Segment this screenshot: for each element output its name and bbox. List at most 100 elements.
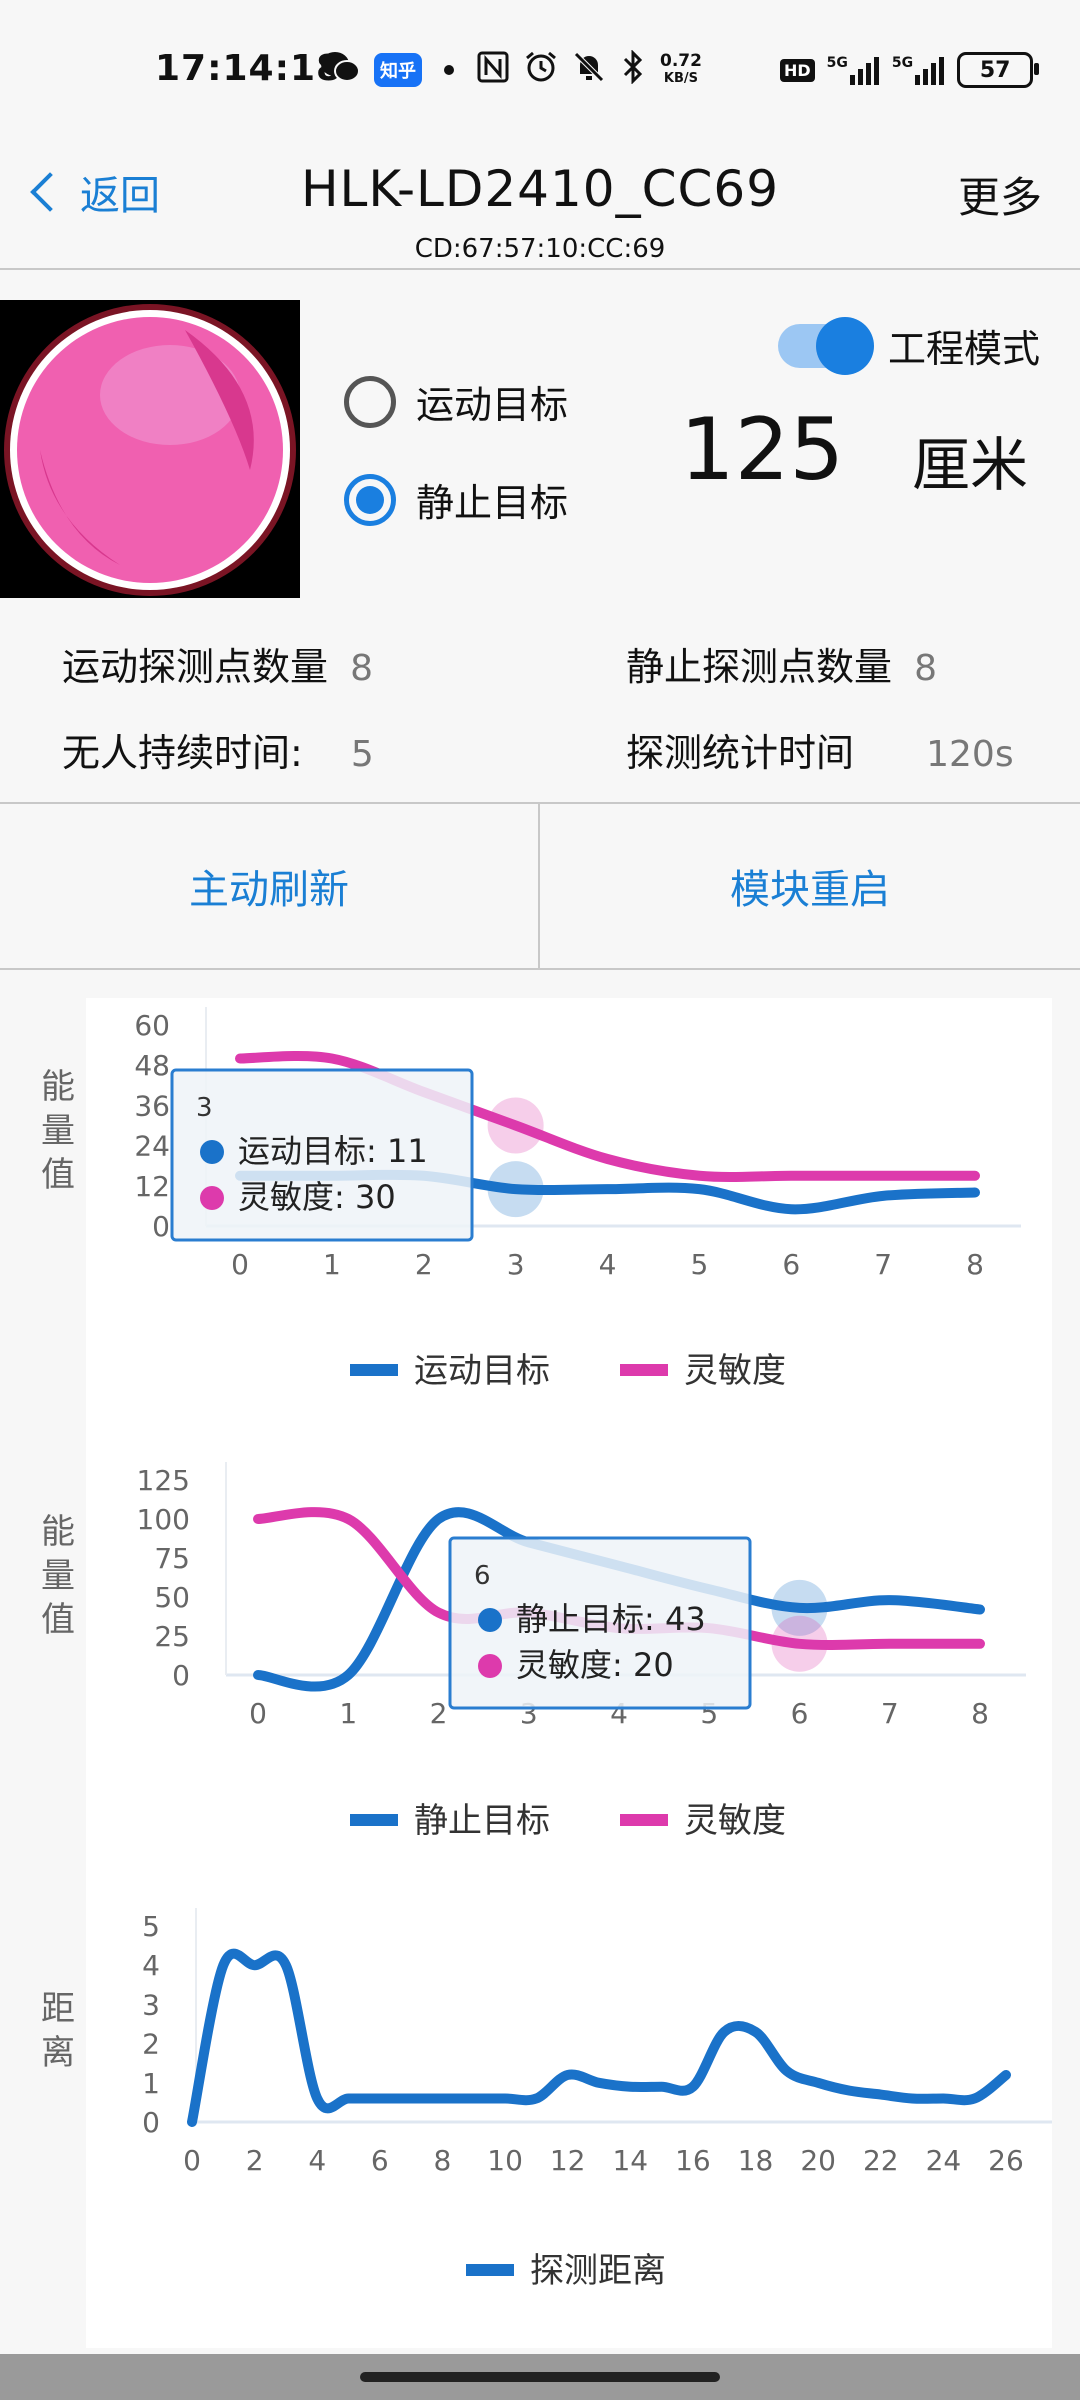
back-button[interactable]: 返回 xyxy=(30,163,160,221)
y-tick-label: 48 xyxy=(134,1049,170,1082)
mute-bell-icon xyxy=(572,50,606,91)
x-tick-label: 2 xyxy=(246,2144,264,2177)
legend-swatch xyxy=(350,1364,398,1376)
tooltip-line: 灵敏度: 30 xyxy=(238,1178,396,1216)
legend-label: 运动目标 xyxy=(414,1351,550,1391)
y-tick-label: 5 xyxy=(142,1910,160,1943)
engineering-mode-row[interactable]: 工程模式 xyxy=(778,316,1040,375)
signal-icon-2: 5G xyxy=(892,55,945,85)
restart-button[interactable]: 模块重启 xyxy=(540,806,1080,966)
y-tick-label: 75 xyxy=(154,1542,190,1575)
more-button[interactable]: 更多 xyxy=(958,173,1043,222)
hd-badge: HD xyxy=(780,58,815,82)
radar-indicator xyxy=(0,300,300,598)
y-axis-label: 能 xyxy=(41,1512,75,1552)
x-tick-label: 6 xyxy=(782,1248,800,1281)
divider xyxy=(0,802,1080,804)
x-tick-label: 12 xyxy=(550,2144,586,2177)
legend-label: 灵敏度 xyxy=(684,1351,786,1391)
x-tick-label: 14 xyxy=(612,2144,648,2177)
y-tick-label: 0 xyxy=(152,1210,170,1243)
static-points-row: 静止探测点数量 8 xyxy=(626,636,937,691)
tooltip-dot xyxy=(200,1186,224,1210)
hover-marker xyxy=(771,1579,828,1636)
distance-unit: 厘米 xyxy=(912,431,1029,499)
divider xyxy=(0,268,1080,270)
y-tick-label: 4 xyxy=(142,1949,160,1982)
legend-label: 静止目标 xyxy=(414,1801,550,1841)
y-tick-label: 50 xyxy=(154,1581,190,1614)
zhihu-app-badge: 知乎 xyxy=(374,53,422,87)
engineering-mode-toggle[interactable] xyxy=(778,316,874,375)
series-line xyxy=(187,1948,1011,2127)
motion-points-value: 8 xyxy=(350,648,374,689)
y-axis-label: 量 xyxy=(41,1111,75,1151)
tooltip-title: 6 xyxy=(474,1561,491,1591)
x-tick-label: 24 xyxy=(926,2144,962,2177)
y-axis-label: 距 xyxy=(41,1989,75,2029)
tooltip-title: 3 xyxy=(196,1093,213,1123)
x-tick-label: 4 xyxy=(308,2144,326,2177)
status-bar: 17:14:18 知乎 0.72 KB/S HD 5G 5G xyxy=(0,0,1080,140)
nfc-icon xyxy=(476,50,510,91)
motion-points-row: 运动探测点数量 8 xyxy=(62,636,373,691)
static-points-value: 8 xyxy=(914,648,938,689)
signal-icon-1: 5G xyxy=(827,55,880,85)
y-tick-label: 100 xyxy=(137,1503,190,1536)
x-tick-label: 0 xyxy=(183,2144,201,2177)
stat-time-row: 探测统计时间 120s xyxy=(626,722,1014,777)
legend-swatch xyxy=(620,1364,668,1376)
series-line xyxy=(235,1051,980,1182)
no-one-duration-value: 5 xyxy=(350,734,374,775)
x-tick-label: 3 xyxy=(507,1248,525,1281)
gesture-handle[interactable] xyxy=(360,2372,720,2382)
x-tick-label: 8 xyxy=(966,1248,984,1281)
x-tick-label: 0 xyxy=(249,1697,267,1730)
status-icons-right: HD 5G 5G 57 xyxy=(780,50,1040,90)
x-tick-label: 2 xyxy=(415,1248,433,1281)
tooltip-box xyxy=(448,1536,752,1710)
static-points-label: 静止探测点数量 xyxy=(626,645,893,689)
no-one-duration-label: 无人持续时间: xyxy=(62,731,303,775)
x-tick-label: 2 xyxy=(430,1697,448,1730)
bluetooth-icon xyxy=(620,48,646,91)
x-tick-label: 22 xyxy=(863,2144,899,2177)
y-tick-label: 2 xyxy=(142,2028,160,2061)
option-motion-label: 运动目标 xyxy=(416,383,569,427)
device-mac: CD:67:57:10:CC:69 xyxy=(414,234,666,264)
y-tick-label: 3 xyxy=(142,1988,160,2021)
legend-label: 探测距离 xyxy=(530,2251,666,2291)
dot-indicator-icon xyxy=(444,65,454,75)
hover-marker xyxy=(487,1097,544,1154)
battery-icon: 57 xyxy=(957,52,1040,88)
x-tick-label: 26 xyxy=(988,2144,1024,2177)
motion-points-label: 运动探测点数量 xyxy=(62,645,329,689)
legend-swatch xyxy=(620,1814,668,1826)
y-tick-label: 1 xyxy=(142,2067,160,2100)
net-speed: 0.72 KB/S xyxy=(660,51,702,87)
back-label: 返回 xyxy=(80,173,160,219)
y-axis-label: 量 xyxy=(41,1556,75,1596)
device-title: HLK-LD2410_CC69 xyxy=(300,160,780,218)
stat-time-label: 探测统计时间 xyxy=(626,731,855,775)
radio-static[interactable] xyxy=(344,473,396,526)
radio-motion[interactable] xyxy=(344,375,396,428)
tooltip-dot xyxy=(478,1654,502,1678)
tooltip-box xyxy=(170,1068,474,1242)
hover-marker xyxy=(487,1161,544,1218)
restart-label: 模块重启 xyxy=(730,867,890,913)
alarm-icon xyxy=(524,50,558,91)
y-axis-label: 能 xyxy=(41,1067,75,1107)
legend-swatch xyxy=(466,2264,514,2276)
stat-time-value: 120s xyxy=(926,734,1014,775)
y-tick-label: 25 xyxy=(154,1620,190,1653)
tooltip-dot xyxy=(200,1140,224,1164)
x-tick-label: 20 xyxy=(800,2144,836,2177)
y-tick-label: 36 xyxy=(134,1089,170,1122)
y-tick-label: 125 xyxy=(137,1464,190,1497)
refresh-button[interactable]: 主动刷新 xyxy=(0,806,538,966)
x-tick-label: 7 xyxy=(874,1248,892,1281)
option-motion-target[interactable]: 运动目标 xyxy=(344,374,568,429)
option-static-target[interactable]: 静止目标 xyxy=(344,472,568,527)
